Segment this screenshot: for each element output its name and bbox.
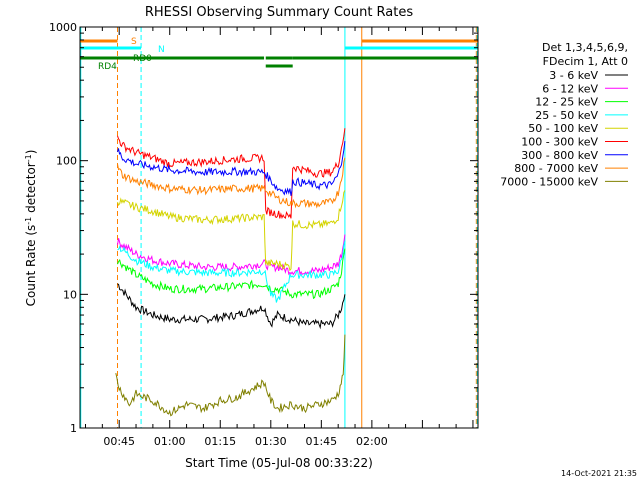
axis-ticks: 1 10 100 1000 00:45 01:00 01:15 01:30 01:45 02:00	[49, 21, 478, 448]
legend-entry-3: 25 - 50 keV	[535, 109, 598, 122]
vertical-markers	[80, 27, 478, 428]
legend-header-line1: Det 1,3,4,5,6,9,	[542, 41, 628, 54]
state-bar-label-0: S	[131, 37, 137, 47]
x-tick-label-3: 01:30	[255, 435, 287, 448]
y-tick-label-2: 100	[56, 155, 77, 168]
legend-entry-5: 100 - 300 keV	[521, 136, 598, 149]
y-axis-label-sup2: -1	[24, 154, 33, 162]
legend-entry-8: 7000 - 15000 keV	[500, 175, 598, 188]
legend-entry-7: 800 - 7000 keV	[514, 162, 598, 175]
series-line-6	[117, 141, 346, 196]
y-tick-label-1: 10	[63, 288, 77, 301]
chart-title: RHESSI Observing Summary Count Rates	[145, 5, 414, 20]
legend-entry-0: 3 - 6 keV	[549, 69, 598, 82]
x-tick-label-0: 00:45	[103, 435, 135, 448]
plot-frame	[79, 26, 479, 429]
series-line-8	[115, 334, 346, 417]
series-line-0	[117, 283, 346, 330]
x-tick-label-1: 01:00	[154, 435, 186, 448]
y-axis-label: Count Rate (s-1 detector-1)	[24, 150, 39, 307]
series-line-4	[117, 190, 346, 272]
series-line-7	[117, 157, 346, 209]
legend-header-line2: FDecim 1, Att 0	[543, 55, 628, 68]
y-axis-label-part1: Count Rate (s	[24, 225, 38, 307]
series-line-5	[117, 128, 346, 220]
x-tick-label-5: 02:00	[356, 435, 388, 448]
y-axis-label-part2: detector	[24, 162, 38, 217]
y-axis-label-sup1: -1	[24, 217, 33, 225]
state-bar-label-3: RD4	[98, 62, 117, 72]
legend-entry-6: 300 - 800 keV	[521, 149, 598, 162]
y-tick-label-0: 1	[70, 422, 77, 435]
legend-entry-4: 50 - 100 keV	[528, 122, 598, 135]
state-bar-label-1: N	[158, 45, 165, 55]
series-line-2	[117, 248, 346, 300]
state-bars: S N RD0 RD4	[80, 37, 478, 72]
legend-entry-2: 12 - 25 keV	[535, 96, 598, 109]
x-tick-label-4: 01:45	[305, 435, 337, 448]
x-tick-label-2: 01:15	[204, 435, 236, 448]
generation-timestamp: 14-Oct-2021 21:35	[561, 469, 637, 478]
series-line-3	[117, 240, 346, 303]
series-lines	[115, 128, 346, 417]
y-tick-label-3: 1000	[49, 21, 77, 34]
series-line-1	[117, 234, 346, 276]
state-bar-label-2: RD0	[133, 54, 152, 64]
legend-entry-1: 6 - 12 keV	[542, 82, 598, 95]
y-axis-label-part3: )	[24, 150, 38, 155]
legend: Det 1,3,4,5,6,9, FDecim 1, Att 0 3 - 6 k…	[500, 41, 628, 188]
x-axis-label: Start Time (05-Jul-08 00:33:22)	[185, 456, 373, 470]
